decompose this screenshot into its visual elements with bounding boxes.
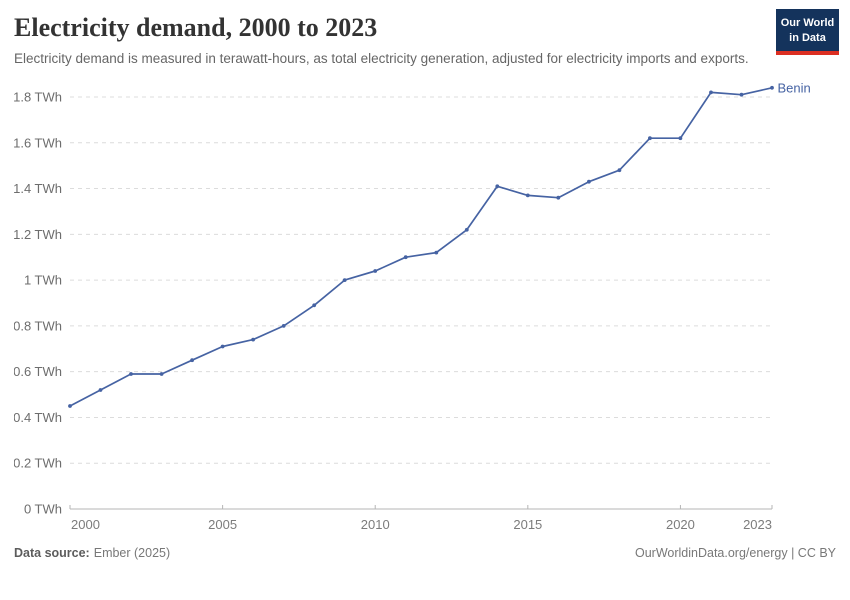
data-point-2000[interactable] xyxy=(68,403,72,408)
y-axis-tick-label: 0.4 TWh xyxy=(14,410,62,425)
data-point-2016[interactable] xyxy=(556,195,561,200)
series-label-benin[interactable]: Benin xyxy=(778,80,811,95)
data-point-2010[interactable] xyxy=(373,268,378,273)
x-axis-tick-label: 2023 xyxy=(743,517,772,532)
data-source-value: Ember (2025) xyxy=(93,545,171,560)
owid-logo-text: Our World in Data xyxy=(776,9,839,52)
page-title: Electricity demand, 2000 to 2023 xyxy=(14,13,378,42)
line-chart[interactable]: 0 TWh 0.2 TWh 0.4 TWh 0.6 TWh 0.8 TWh 1 TWh 1.… xyxy=(14,79,836,541)
y-axis-tick-label: 0 TWh xyxy=(24,501,62,516)
x-axis-tick-label: 2000 xyxy=(71,517,100,532)
data-point-2023[interactable] xyxy=(770,85,774,90)
data-point-2022[interactable] xyxy=(739,92,744,97)
data-point-2003[interactable] xyxy=(159,371,164,376)
y-axis-tick-label: 0.6 TWh xyxy=(14,364,62,379)
y-axis-tick-label: 1.8 TWh xyxy=(14,89,62,104)
y-axis-tick-label: 1 TWh xyxy=(24,272,62,287)
data-point-2005[interactable] xyxy=(220,344,225,349)
y-axis-tick-label: 0.2 TWh xyxy=(14,456,62,471)
data-point-2009[interactable] xyxy=(342,277,347,282)
data-point-2006[interactable] xyxy=(251,337,256,342)
data-point-2007[interactable] xyxy=(281,323,286,328)
owid-logo-stripe xyxy=(776,51,839,56)
series-line-benin[interactable] xyxy=(69,86,773,407)
x-axis-tick-label: 2015 xyxy=(513,517,542,532)
data-point-2021[interactable] xyxy=(709,90,713,95)
data-point-2008[interactable] xyxy=(312,303,317,307)
x-axis-tick-label: 2020 xyxy=(666,517,695,532)
data-point-2018[interactable] xyxy=(617,168,622,172)
data-source-label: Data source: xyxy=(14,545,90,560)
data-point-2015[interactable] xyxy=(525,193,530,198)
data-point-2004[interactable] xyxy=(190,358,195,362)
data-source: Data source: Ember (2025) xyxy=(14,546,170,560)
data-point-2012[interactable] xyxy=(434,250,439,255)
y-axis-tick-label: 0.8 TWh xyxy=(14,318,62,333)
y-axis-tick-label: 1.6 TWh xyxy=(14,135,62,150)
y-axis-tick-label: 1.2 TWh xyxy=(14,227,62,242)
data-point-2017[interactable] xyxy=(587,179,591,184)
data-point-2019[interactable] xyxy=(648,136,652,140)
credit-link[interactable]: OurWorldinData.org/energy | CC BY xyxy=(634,545,836,560)
chart-subtitle: Electricity demand is measured in terawa… xyxy=(14,50,749,66)
data-point-2014[interactable] xyxy=(495,184,500,188)
data-point-2011[interactable] xyxy=(403,255,408,259)
x-axis-tick-label: 2010 xyxy=(361,517,390,532)
x-axis-tick-label: 2005 xyxy=(208,517,237,532)
data-point-2002[interactable] xyxy=(129,371,133,376)
chart-footer: Data source: Ember (2025) OurWorldinData.… xyxy=(14,546,836,560)
data-point-2013[interactable] xyxy=(464,227,469,232)
owid-logo[interactable]: Our World in Data xyxy=(776,9,839,56)
owid-logo-line1: Our World xyxy=(780,17,835,29)
owid-logo-line2: in Data xyxy=(789,31,826,44)
chart-header: Electricity demand, 2000 to 2023 Electri… xyxy=(14,9,839,69)
y-axis-tick-label: 1.4 TWh xyxy=(14,181,62,196)
data-point-2020[interactable] xyxy=(678,136,683,140)
data-point-2001[interactable] xyxy=(98,387,103,392)
